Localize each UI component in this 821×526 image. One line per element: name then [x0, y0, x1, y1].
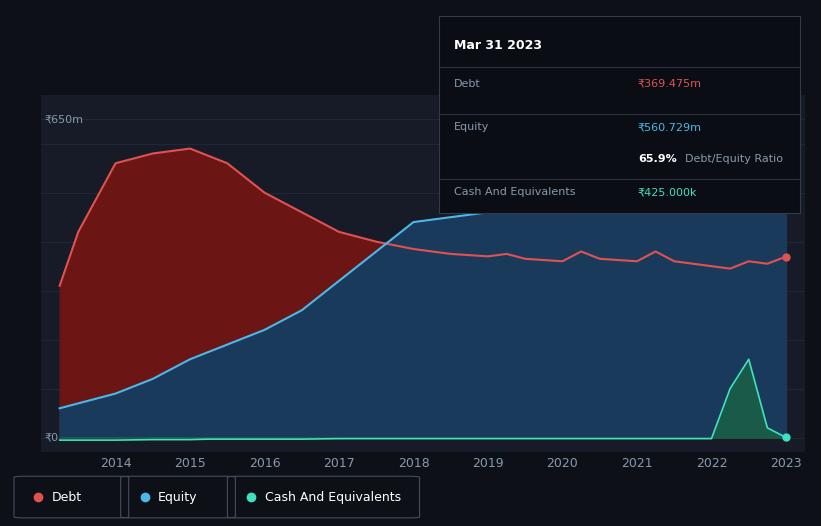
- Text: Debt: Debt: [454, 79, 480, 89]
- Text: Debt/Equity Ratio: Debt/Equity Ratio: [685, 154, 783, 164]
- Text: Equity: Equity: [454, 123, 489, 133]
- Text: ₹0: ₹0: [45, 433, 59, 443]
- Text: Debt: Debt: [51, 491, 81, 503]
- Text: ₹650m: ₹650m: [45, 114, 84, 124]
- Text: ₹369.475m: ₹369.475m: [638, 79, 702, 89]
- Text: 65.9%: 65.9%: [638, 154, 677, 164]
- Text: Mar 31 2023: Mar 31 2023: [454, 39, 542, 53]
- Text: Cash And Equivalents: Cash And Equivalents: [454, 187, 576, 197]
- Text: ₹425.000k: ₹425.000k: [638, 187, 697, 197]
- Text: ₹560.729m: ₹560.729m: [638, 123, 702, 133]
- Text: Cash And Equivalents: Cash And Equivalents: [264, 491, 401, 503]
- Text: Equity: Equity: [158, 491, 198, 503]
